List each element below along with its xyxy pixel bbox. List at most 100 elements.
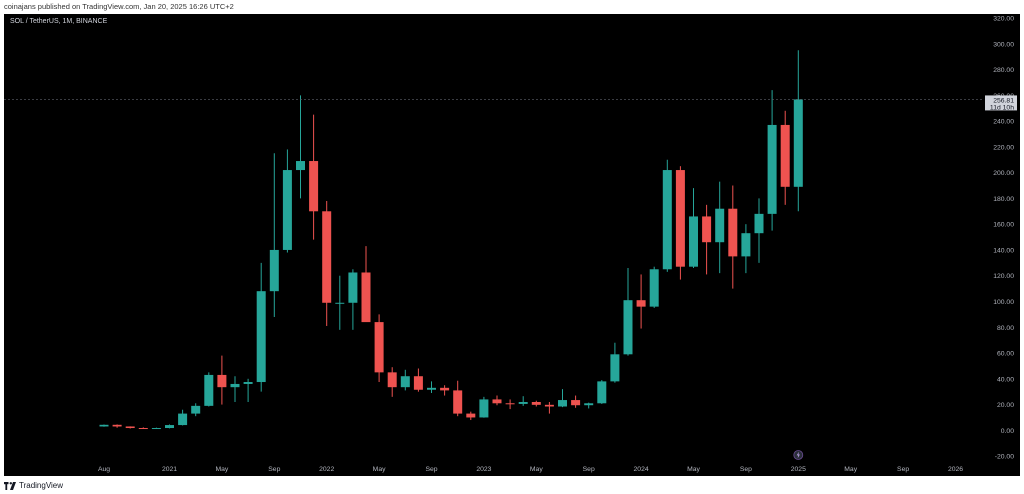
candle-body	[125, 426, 135, 429]
candle[interactable]	[99, 424, 109, 427]
candle[interactable]	[479, 396, 489, 418]
candle[interactable]	[662, 159, 672, 272]
footer-bar: TradingView	[0, 476, 1024, 494]
candle-body	[322, 211, 332, 303]
price-tick-label: 40.00	[997, 376, 1014, 383]
candle[interactable]	[531, 400, 541, 407]
candle[interactable]	[322, 200, 332, 326]
candle[interactable]	[413, 368, 423, 392]
price-chart[interactable]: 320.00300.00280.00260.00240.00220.00200.…	[4, 14, 1020, 476]
candle-body	[728, 208, 738, 257]
candle[interactable]	[269, 153, 279, 317]
candle[interactable]	[243, 378, 253, 402]
candle-body	[715, 208, 725, 243]
candle[interactable]	[374, 314, 384, 383]
candle[interactable]	[282, 149, 292, 253]
candle-body	[702, 216, 712, 243]
candle[interactable]	[728, 185, 738, 289]
price-tick-label: 300.00	[993, 41, 1014, 48]
candle-body	[191, 405, 201, 414]
candle[interactable]	[230, 376, 240, 402]
candle-body	[571, 400, 581, 406]
price-tick-label: 120.00	[993, 273, 1014, 280]
time-tick-label: May	[687, 466, 700, 473]
candle[interactable]	[793, 50, 803, 212]
candle[interactable]	[505, 399, 515, 410]
price-tick-label: 140.00	[993, 247, 1014, 254]
time-axis: Aug 2021 May Sep 2022 May Sep 2023 May Sep 2024 May…	[98, 466, 963, 473]
candle[interactable]	[453, 380, 463, 417]
candle[interactable]	[348, 269, 358, 330]
candle-body	[178, 413, 188, 426]
candle[interactable]	[741, 224, 751, 274]
tradingview-brand[interactable]: TradingView	[4, 481, 63, 490]
candle[interactable]	[715, 181, 725, 274]
candle[interactable]	[309, 114, 319, 240]
candle[interactable]	[780, 110, 790, 205]
candle[interactable]	[165, 424, 174, 429]
candle[interactable]	[610, 342, 620, 383]
candle[interactable]	[361, 246, 371, 323]
candle[interactable]	[296, 95, 305, 199]
candle-body	[256, 291, 266, 383]
candle-body	[662, 170, 672, 270]
candle-body	[387, 372, 397, 388]
candle[interactable]	[256, 262, 266, 392]
candle[interactable]	[138, 427, 148, 430]
price-tick-label: 160.00	[993, 222, 1014, 229]
candle-body	[400, 376, 410, 388]
candle[interactable]	[636, 274, 646, 329]
candle[interactable]	[558, 389, 567, 408]
price-tick-label: 60.00	[997, 351, 1014, 358]
candle[interactable]	[623, 267, 633, 356]
candle[interactable]	[178, 409, 188, 426]
candle-body	[584, 403, 594, 406]
candle[interactable]	[492, 395, 502, 406]
candle-body	[741, 233, 751, 257]
candle[interactable]	[518, 396, 528, 406]
candle[interactable]	[151, 427, 161, 430]
candle[interactable]	[649, 266, 659, 308]
bar-countdown: 11d 10h	[990, 104, 1014, 111]
candle-body	[112, 424, 122, 427]
chart-area[interactable]: 320.00300.00280.00260.00240.00220.00200.…	[4, 14, 1020, 476]
candle[interactable]	[702, 204, 712, 275]
candle[interactable]	[466, 411, 476, 421]
time-tick-label: 2022	[319, 466, 334, 473]
candle-body	[767, 124, 777, 214]
candle[interactable]	[767, 90, 777, 231]
price-axis: 320.00300.00280.00260.00240.00220.00200.…	[993, 16, 1014, 461]
time-tick-label: May	[215, 466, 228, 473]
candle[interactable]	[335, 275, 345, 330]
candle[interactable]	[584, 402, 594, 409]
candle[interactable]	[689, 188, 698, 268]
candle-body	[151, 428, 161, 430]
candle[interactable]	[675, 166, 685, 280]
candle[interactable]	[544, 401, 554, 414]
candle[interactable]	[440, 385, 450, 396]
candle[interactable]	[754, 198, 764, 263]
candle-body	[636, 300, 646, 307]
candle[interactable]	[217, 355, 227, 405]
candle-body	[99, 424, 109, 427]
price-tick-label: 220.00	[993, 144, 1014, 151]
candle[interactable]	[191, 403, 201, 417]
time-tick-label: 2026	[948, 466, 963, 473]
candle-body	[269, 249, 279, 292]
candle[interactable]	[387, 367, 397, 397]
candle[interactable]	[427, 381, 436, 393]
candle-body	[335, 302, 345, 304]
candle-body	[296, 161, 305, 171]
candle-body	[165, 425, 174, 429]
candle[interactable]	[204, 372, 214, 407]
candle[interactable]	[597, 380, 607, 404]
candle-body	[531, 401, 541, 405]
candle[interactable]	[400, 369, 410, 391]
candle[interactable]	[112, 424, 122, 428]
candle[interactable]	[125, 426, 135, 429]
candle-body	[675, 170, 685, 267]
candle[interactable]	[571, 395, 581, 408]
candle-body	[518, 401, 528, 404]
time-tick-label: 2021	[162, 466, 177, 473]
price-tick-label: 180.00	[993, 196, 1014, 203]
